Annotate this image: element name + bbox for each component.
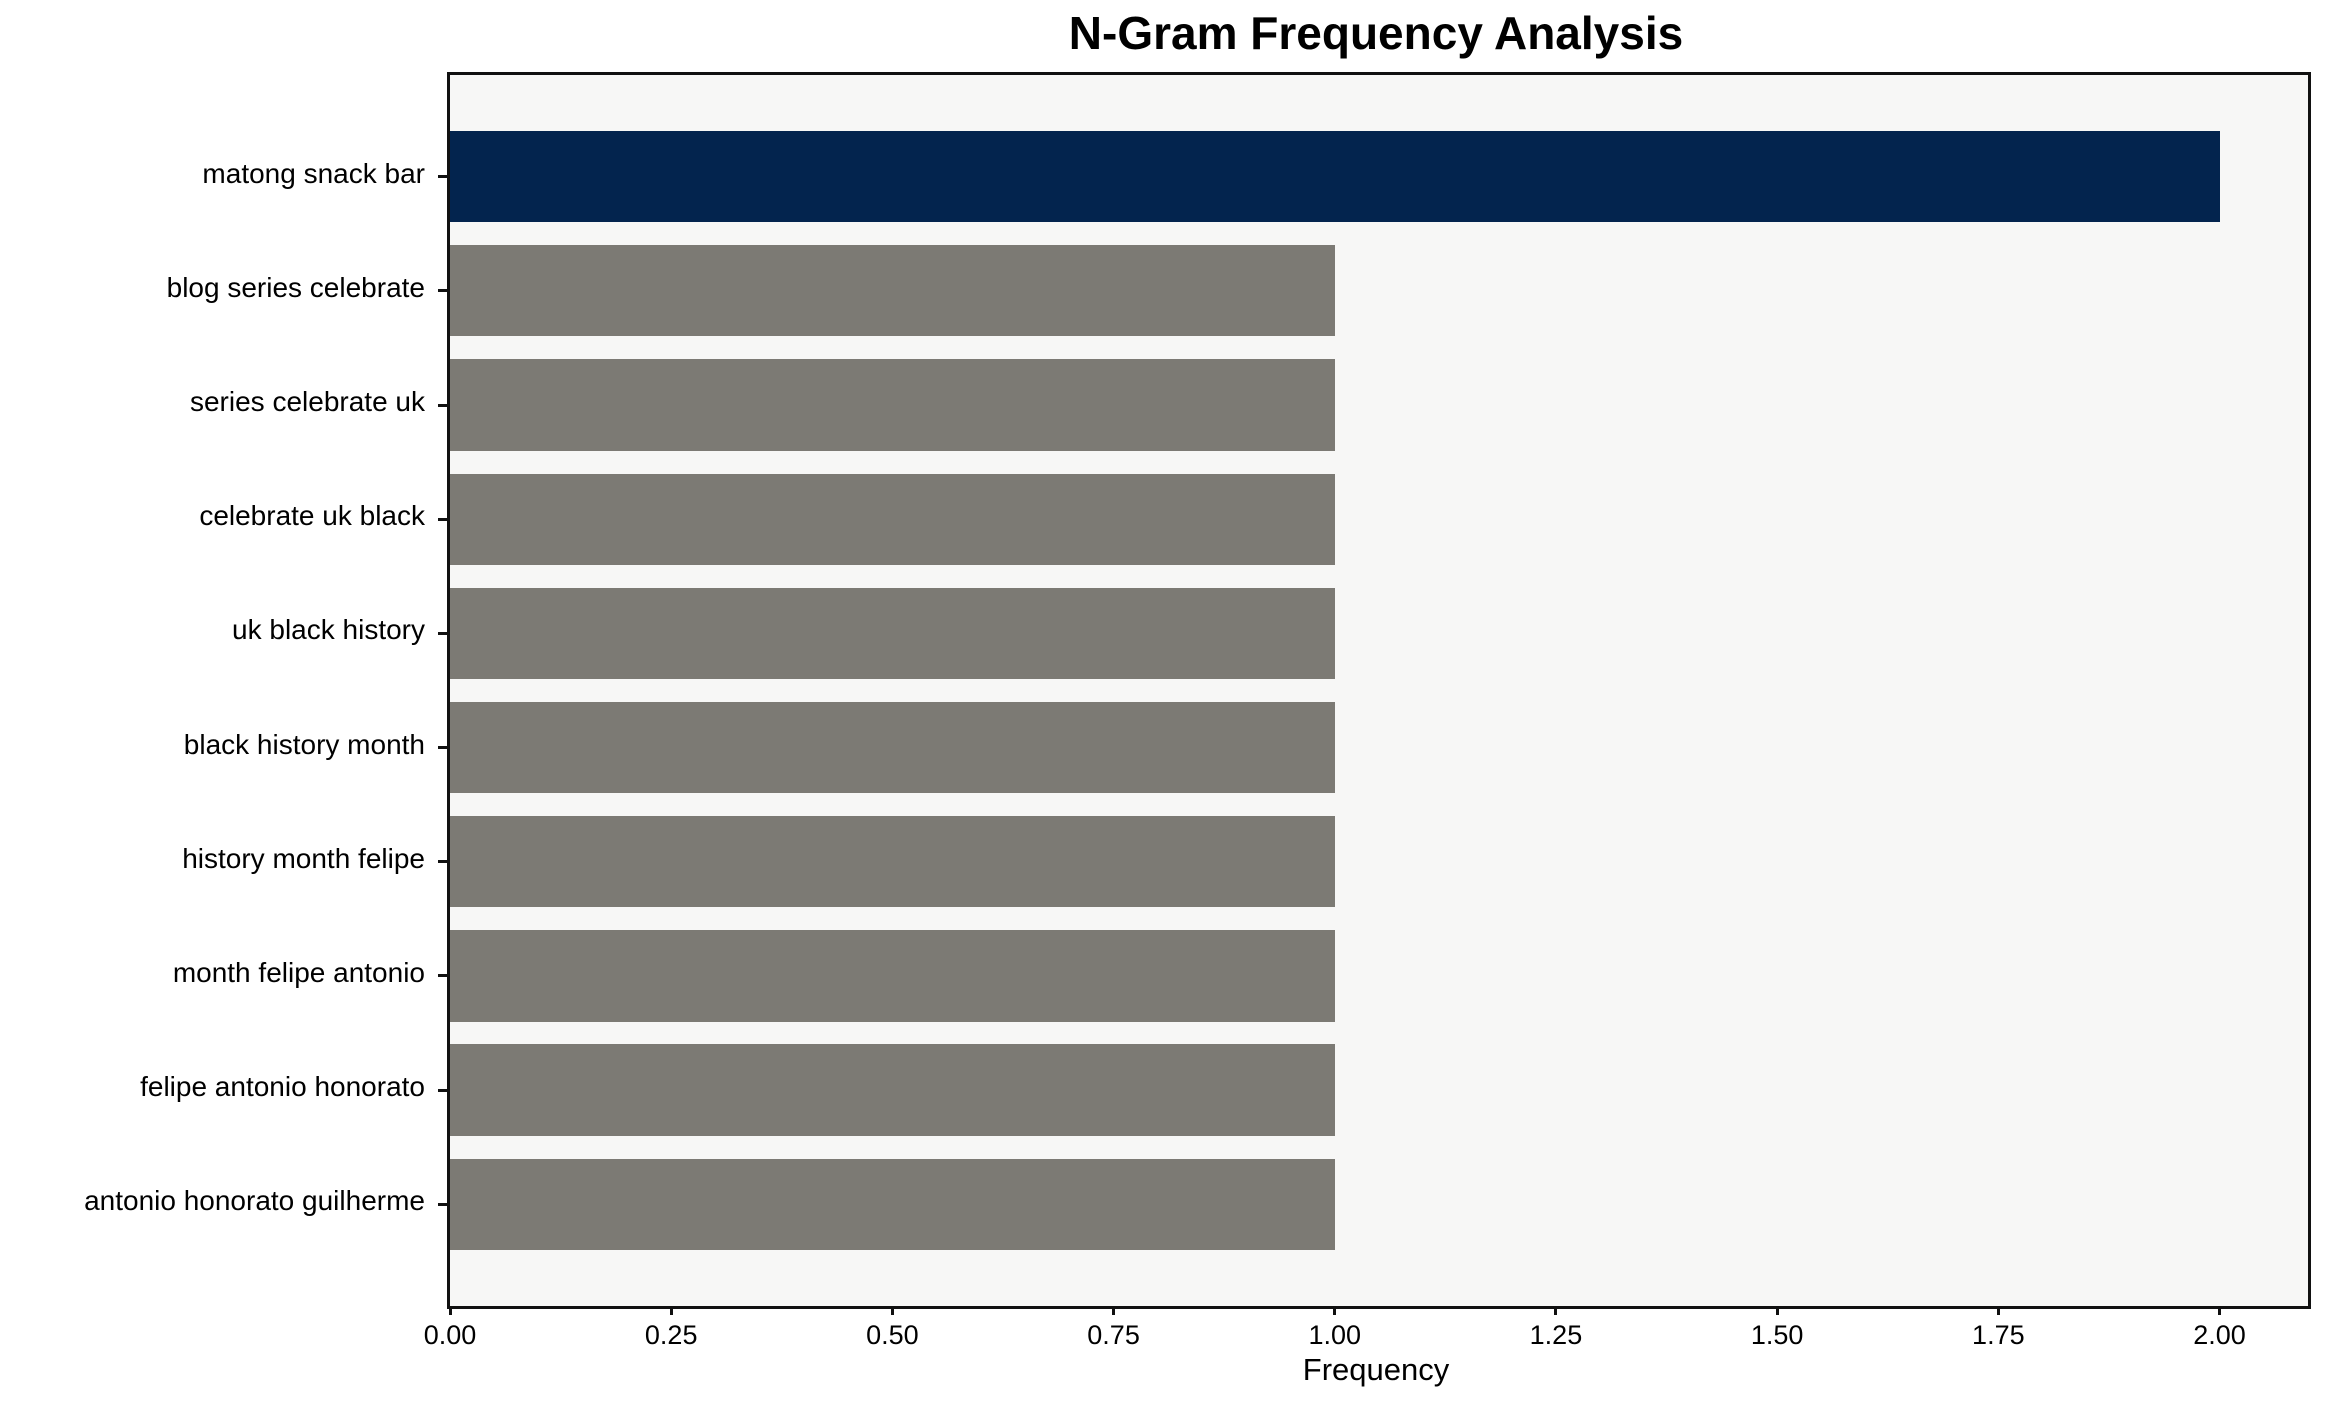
x-tick-mark [448, 1306, 452, 1315]
bar-9 [450, 1158, 1335, 1251]
y-tick-label: felipe antonio honorato [140, 1071, 425, 1103]
y-tick-mark [438, 746, 447, 750]
x-tick-mark [1554, 1306, 1558, 1315]
x-tick-label: 0.25 [644, 1320, 698, 1350]
y-tick-label: uk black history [232, 614, 425, 646]
x-tick-mark [669, 1306, 673, 1315]
plot-area [438, 72, 2311, 1309]
bar-8 [450, 1044, 1335, 1136]
y-tick-mark [438, 860, 447, 864]
x-tick-label: 0.75 [1087, 1320, 1140, 1350]
y-tick-mark [438, 517, 447, 521]
y-tick-label: black history month [183, 728, 425, 760]
y-tick-mark [438, 1088, 447, 1092]
bar-4 [450, 587, 1335, 680]
x-tick-label: 2.00 [2193, 1320, 2246, 1350]
bar-5 [450, 701, 1335, 794]
y-tick-mark [438, 289, 447, 293]
x-tick-label: 1.75 [1972, 1320, 2025, 1350]
bar-0 [450, 130, 2220, 223]
x-tick-mark [890, 1306, 894, 1315]
bar-1 [450, 245, 1335, 337]
y-tick-mark [438, 1202, 447, 1206]
x-tick-mark [1112, 1306, 1116, 1315]
x-tick-label: 1.25 [1529, 1320, 1583, 1350]
chart-title: N-Gram Frequency Analysis [1068, 7, 1684, 59]
x-tick-label: 0.50 [866, 1320, 919, 1350]
x-tick-label: 1.00 [1308, 1320, 1362, 1350]
y-tick-mark [438, 175, 447, 179]
bar-6 [450, 816, 1335, 908]
bar-2 [450, 359, 1335, 451]
y-tick-label: history month felipe [182, 842, 425, 874]
y-tick-mark [438, 974, 447, 978]
x-tick-mark [1996, 1306, 2000, 1315]
bar-7 [450, 930, 1335, 1022]
y-tick-mark [438, 403, 447, 407]
x-tick-label: 1.50 [1750, 1320, 1804, 1350]
y-tick-mark [438, 631, 447, 635]
x-tick-mark [1333, 1306, 1337, 1315]
y-tick-label: matong snack bar [202, 157, 425, 189]
x-axis-label: Frequency [1302, 1352, 1450, 1387]
x-tick-mark [2218, 1306, 2222, 1315]
y-tick-label: antonio honorato guilherme [84, 1185, 425, 1217]
y-tick-label: month felipe antonio [172, 956, 425, 988]
x-tick-label: 0.00 [423, 1320, 477, 1350]
y-tick-label: blog series celebrate [166, 271, 425, 303]
x-tick-mark [1775, 1306, 1779, 1315]
bar-3 [450, 473, 1335, 565]
y-tick-label: series celebrate uk [189, 386, 425, 418]
y-tick-label: celebrate uk black [199, 500, 425, 532]
